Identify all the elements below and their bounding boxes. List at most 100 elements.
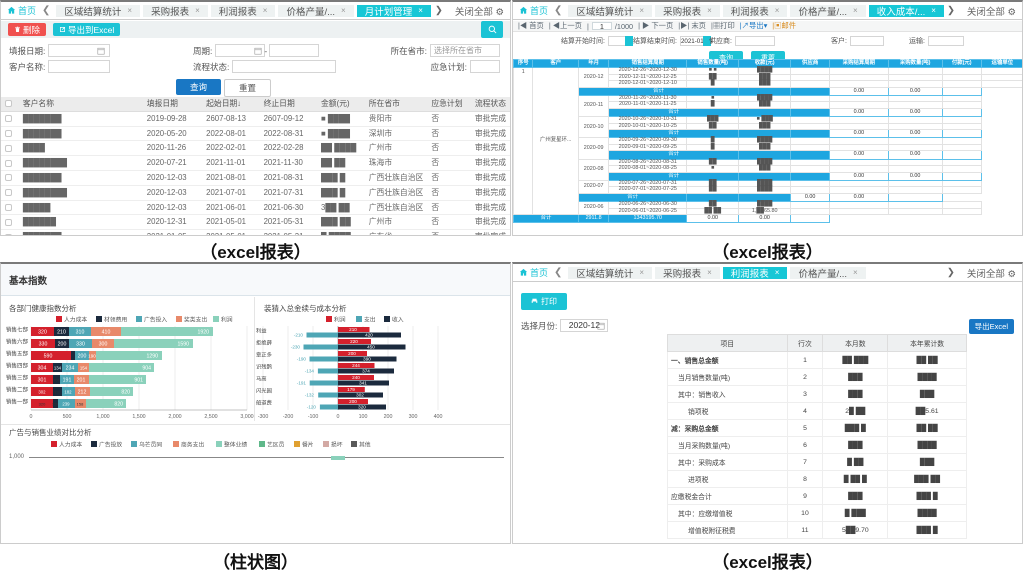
svg-text:1,500: 1,500 (132, 414, 145, 420)
svg-text:-191: -191 (297, 381, 307, 386)
svg-text:商务支出: 商务支出 (181, 441, 204, 449)
svg-text:320: 320 (39, 402, 46, 407)
svg-text:200: 200 (348, 351, 356, 356)
svg-text:-210: -210 (294, 333, 304, 338)
svg-text:410: 410 (102, 330, 111, 336)
svg-text:341: 341 (359, 381, 367, 386)
svg-text:销售六部: 销售六部 (6, 338, 29, 346)
svg-text:244: 244 (352, 363, 360, 368)
svg-text:240: 240 (352, 375, 360, 380)
svg-text:人力成本: 人力成本 (64, 316, 87, 324)
svg-text:320: 320 (358, 405, 366, 410)
svg-text:239: 239 (62, 402, 70, 407)
svg-text:210: 210 (349, 327, 357, 332)
svg-text:销售五部: 销售五部 (6, 350, 29, 358)
svg-text:300: 300 (99, 342, 108, 348)
svg-text:1,000: 1,000 (96, 414, 109, 420)
svg-text:191: 191 (63, 378, 72, 384)
svg-text:利益: 利益 (256, 327, 267, 335)
svg-text:销售七部: 销售七部 (6, 326, 29, 334)
svg-text:201: 201 (77, 378, 86, 384)
svg-text:1290: 1290 (146, 354, 158, 360)
svg-text:1920: 1920 (197, 330, 209, 336)
svg-text:310: 310 (76, 330, 85, 336)
svg-text:330: 330 (39, 342, 48, 348)
svg-text:餐片: 餐片 (302, 441, 314, 449)
svg-text:154: 154 (80, 366, 88, 371)
svg-text:320: 320 (38, 330, 47, 336)
svg-text:销售三部: 销售三部 (6, 374, 29, 382)
svg-text:234: 234 (66, 366, 75, 372)
svg-text:销售二部: 销售二部 (6, 386, 29, 394)
svg-text:材领费用: 材领费用 (104, 316, 127, 324)
svg-text:590: 590 (44, 354, 53, 360)
svg-text:100: 100 (359, 414, 368, 420)
svg-text:船道费: 船道费 (256, 399, 272, 407)
svg-text:0: 0 (30, 414, 33, 420)
svg-text:广告投入: 广告投入 (144, 316, 167, 324)
svg-text:0: 0 (337, 414, 340, 420)
svg-text:330: 330 (76, 342, 85, 348)
svg-text:拒绝薛: 拒绝薛 (256, 339, 273, 347)
svg-text:-132: -132 (305, 393, 315, 398)
svg-text:-230: -230 (291, 345, 301, 350)
svg-text:190: 190 (88, 354, 96, 359)
svg-text:其他: 其他 (359, 441, 371, 449)
svg-text:304: 304 (38, 366, 47, 372)
svg-text:200: 200 (349, 399, 357, 404)
svg-text:101: 101 (53, 378, 60, 383)
svg-text:利润: 利润 (221, 316, 233, 324)
svg-text:200: 200 (384, 414, 393, 420)
svg-text:302: 302 (38, 390, 46, 395)
svg-text:人力成本: 人力成本 (59, 441, 82, 449)
svg-text:-100: -100 (308, 414, 319, 420)
svg-text:奖类支出: 奖类支出 (184, 316, 207, 324)
svg-text:乌芒员同: 乌芒员同 (139, 441, 162, 449)
svg-text:收入: 收入 (392, 316, 404, 324)
svg-text:820: 820 (114, 402, 123, 408)
svg-text:利润: 利润 (334, 316, 346, 324)
svg-text:-134: -134 (305, 369, 315, 374)
svg-text:马高: 马高 (256, 375, 267, 383)
svg-text:179: 179 (347, 387, 355, 392)
svg-text:销售四部: 销售四部 (6, 362, 29, 370)
svg-text:销售一部: 销售一部 (6, 398, 29, 406)
svg-text:132: 132 (54, 390, 61, 395)
svg-text:450: 450 (367, 345, 375, 350)
svg-text:301: 301 (38, 378, 47, 384)
svg-text:-200: -200 (283, 414, 294, 420)
svg-text:章正多: 章正多 (256, 351, 272, 359)
svg-text:艺区员: 艺区员 (267, 441, 285, 449)
svg-text:904: 904 (142, 366, 151, 372)
svg-text:500: 500 (63, 414, 72, 420)
svg-text:2,500: 2,500 (204, 414, 217, 420)
svg-text:3,000: 3,000 (240, 414, 253, 420)
svg-text:-120: -120 (307, 405, 317, 410)
svg-text:2,000: 2,000 (168, 414, 181, 420)
svg-text:400: 400 (434, 414, 443, 420)
svg-text:212: 212 (78, 390, 87, 396)
svg-text:闪光园: 闪光园 (256, 387, 272, 395)
svg-text:300: 300 (409, 414, 418, 420)
svg-text:901: 901 (134, 378, 143, 384)
svg-text:识残鹊: 识残鹊 (256, 363, 272, 371)
svg-text:182: 182 (64, 390, 72, 395)
svg-text:302: 302 (356, 393, 364, 398)
svg-text:420: 420 (365, 333, 373, 338)
svg-text:1590: 1590 (177, 342, 189, 348)
svg-text:120: 120 (52, 403, 58, 407)
svg-text:200: 200 (58, 342, 67, 348)
svg-text:134: 134 (54, 366, 62, 371)
svg-text:整体业绩: 整体业绩 (224, 441, 247, 449)
svg-text:374: 374 (362, 369, 370, 374)
svg-text:-300: -300 (258, 414, 269, 420)
svg-text:200: 200 (78, 354, 87, 360)
svg-text:-190: -190 (297, 357, 307, 362)
svg-text:390: 390 (363, 357, 371, 362)
svg-text:210: 210 (57, 330, 66, 336)
svg-text:支出: 支出 (364, 316, 376, 324)
svg-text:广告投放: 广告投放 (99, 441, 122, 449)
svg-text:158: 158 (77, 402, 84, 407)
svg-text:损坏: 损坏 (331, 441, 343, 449)
svg-text:820: 820 (121, 390, 130, 396)
